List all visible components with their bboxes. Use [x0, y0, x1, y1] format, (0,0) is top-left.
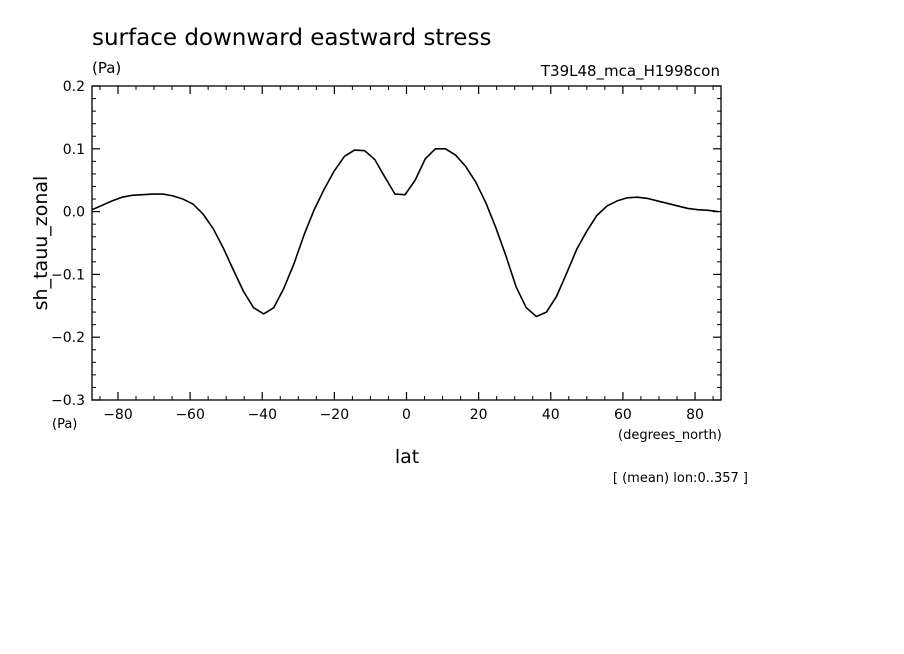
y-tick-label: −0.3 [51, 393, 85, 409]
x-tick-label: 0 [402, 407, 411, 423]
x-tick-label: −80 [103, 407, 133, 423]
y-tick-label: 0.1 [63, 142, 85, 158]
y-axis-label: sh_tauu_zonal [30, 176, 52, 311]
x-tick-label: 40 [542, 407, 560, 423]
series-line [91, 148, 719, 318]
x-axis-ticks [99, 86, 714, 400]
y-tick-label: −0.1 [51, 267, 85, 283]
units-top: (Pa) [92, 59, 121, 77]
x-axis-label: lat [395, 446, 419, 468]
y-tick-label: −0.2 [51, 330, 85, 346]
y-axis-units: (Pa) [52, 417, 77, 432]
y-axis-ticks [92, 85, 721, 401]
y-tick-label: 0.0 [63, 205, 85, 221]
x-tick-label: −20 [320, 407, 350, 423]
x-tick-label: −60 [175, 407, 205, 423]
x-tick-label: 80 [686, 407, 704, 423]
plot-frame [91, 85, 722, 401]
mean-note: [ (mean) lon:0..357 ] [613, 471, 748, 486]
x-tick-label: 60 [614, 407, 632, 423]
x-tick-label: −40 [247, 407, 277, 423]
y-tick-label: 0.2 [63, 79, 85, 95]
chart-title: surface downward eastward stress [92, 25, 491, 51]
dataset-label: T39L48_mca_H1998con [540, 62, 720, 81]
x-tick-labels: −80 −60 −40 −20 0 20 40 60 80 [103, 407, 704, 423]
x-tick-label: 20 [470, 407, 488, 423]
x-axis-units: (degrees_north) [618, 428, 722, 443]
y-tick-labels: 0.2 0.1 0.0 −0.1 −0.2 −0.3 [51, 79, 85, 409]
